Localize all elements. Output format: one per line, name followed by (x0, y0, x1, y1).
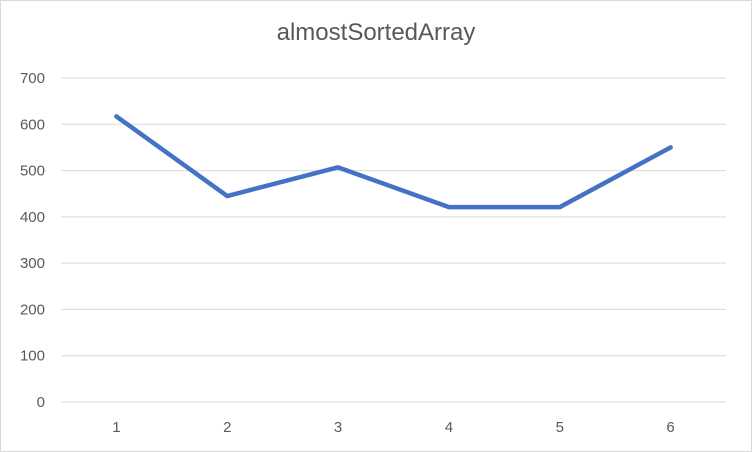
y-tick-label: 300 (20, 255, 45, 272)
data-point (557, 205, 562, 210)
y-tick-label: 500 (20, 163, 45, 180)
y-tick-label: 600 (20, 116, 45, 133)
chart-title: almostSortedArray (276, 19, 476, 46)
y-tick-label: 0 (37, 394, 45, 411)
data-point (668, 145, 673, 150)
series-line-0 (114, 114, 673, 210)
y-tick-label: 700 (20, 70, 45, 87)
x-tick-label: 5 (556, 419, 564, 436)
y-tick-label: 100 (20, 348, 45, 365)
x-tick-label: 2 (223, 419, 231, 436)
y-axis-ticks: 0 100 200 300 400 500 600 700 (20, 70, 45, 411)
x-axis-ticks: 1 2 3 4 5 6 (112, 419, 675, 436)
x-tick-label: 3 (334, 419, 342, 436)
gridlines (61, 77, 726, 403)
data-point (446, 205, 451, 210)
data-point (114, 114, 119, 119)
series-layer (114, 114, 673, 210)
data-point (225, 194, 230, 199)
data-point (336, 165, 341, 170)
y-tick-label: 200 (20, 301, 45, 318)
x-tick-label: 1 (112, 419, 120, 436)
x-tick-label: 6 (666, 419, 674, 436)
y-tick-label: 400 (20, 209, 45, 226)
x-tick-label: 4 (445, 419, 453, 436)
